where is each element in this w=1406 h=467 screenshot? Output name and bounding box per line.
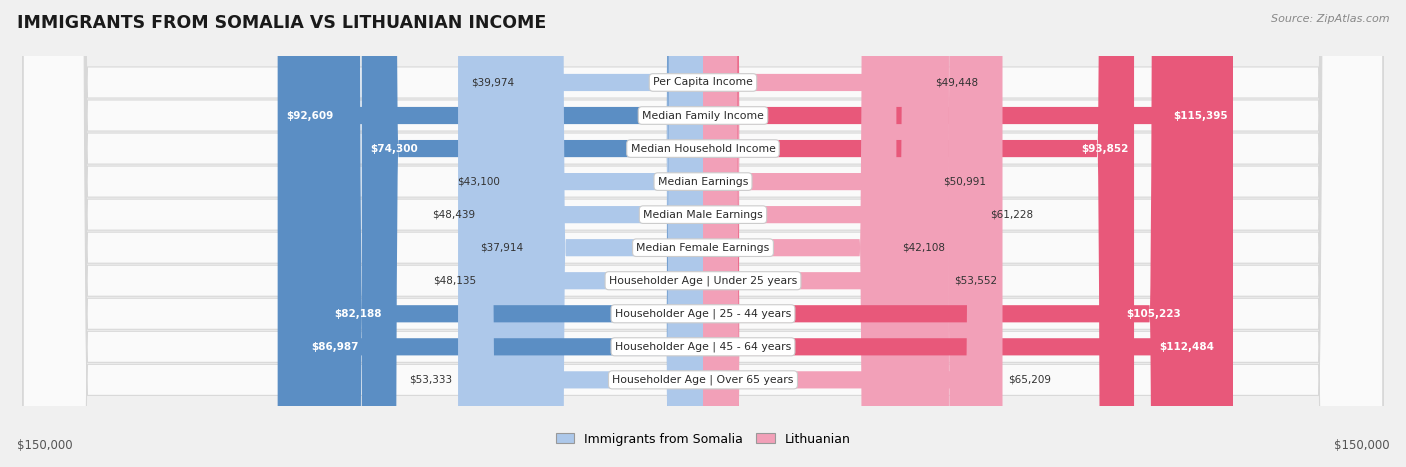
- FancyBboxPatch shape: [703, 0, 1233, 467]
- FancyBboxPatch shape: [24, 0, 1382, 467]
- FancyBboxPatch shape: [703, 0, 1002, 467]
- FancyBboxPatch shape: [326, 0, 703, 467]
- FancyBboxPatch shape: [304, 0, 703, 467]
- Text: $93,852: $93,852: [1081, 143, 1129, 154]
- Text: Median Family Income: Median Family Income: [643, 111, 763, 120]
- Text: $150,000: $150,000: [17, 439, 73, 453]
- FancyBboxPatch shape: [703, 0, 931, 467]
- Text: $53,333: $53,333: [409, 375, 453, 385]
- Text: $42,108: $42,108: [901, 243, 945, 253]
- FancyBboxPatch shape: [24, 0, 1382, 467]
- Text: $53,552: $53,552: [955, 276, 998, 286]
- Text: $49,448: $49,448: [935, 78, 979, 87]
- FancyBboxPatch shape: [703, 0, 984, 467]
- Text: $150,000: $150,000: [1333, 439, 1389, 453]
- Text: Householder Age | Under 25 years: Householder Age | Under 25 years: [609, 276, 797, 286]
- FancyBboxPatch shape: [703, 0, 938, 467]
- Text: Householder Age | Over 65 years: Householder Age | Over 65 years: [612, 375, 794, 385]
- FancyBboxPatch shape: [24, 0, 1382, 467]
- FancyBboxPatch shape: [505, 0, 703, 467]
- FancyBboxPatch shape: [529, 0, 703, 467]
- FancyBboxPatch shape: [703, 0, 897, 467]
- FancyBboxPatch shape: [519, 0, 703, 467]
- Text: $86,987: $86,987: [312, 342, 360, 352]
- Text: $65,209: $65,209: [1008, 375, 1052, 385]
- Text: $50,991: $50,991: [942, 177, 986, 187]
- FancyBboxPatch shape: [481, 0, 703, 467]
- FancyBboxPatch shape: [24, 0, 1382, 467]
- Text: $92,609: $92,609: [285, 111, 333, 120]
- FancyBboxPatch shape: [24, 0, 1382, 467]
- Text: Per Capita Income: Per Capita Income: [652, 78, 754, 87]
- FancyBboxPatch shape: [458, 0, 703, 467]
- Legend: Immigrants from Somalia, Lithuanian: Immigrants from Somalia, Lithuanian: [555, 432, 851, 446]
- FancyBboxPatch shape: [703, 0, 1219, 467]
- Text: Median Female Earnings: Median Female Earnings: [637, 243, 769, 253]
- Text: $82,188: $82,188: [333, 309, 381, 319]
- Text: $115,395: $115,395: [1173, 111, 1227, 120]
- Text: Median Household Income: Median Household Income: [630, 143, 776, 154]
- Text: Median Male Earnings: Median Male Earnings: [643, 210, 763, 219]
- FancyBboxPatch shape: [24, 0, 1382, 467]
- Text: $48,439: $48,439: [432, 210, 475, 219]
- Text: Householder Age | 45 - 64 years: Householder Age | 45 - 64 years: [614, 341, 792, 352]
- Text: IMMIGRANTS FROM SOMALIA VS LITHUANIAN INCOME: IMMIGRANTS FROM SOMALIA VS LITHUANIAN IN…: [17, 14, 546, 32]
- Text: $37,914: $37,914: [481, 243, 523, 253]
- FancyBboxPatch shape: [24, 0, 1382, 467]
- Text: $74,300: $74,300: [370, 143, 418, 154]
- FancyBboxPatch shape: [703, 0, 949, 467]
- Text: $112,484: $112,484: [1159, 342, 1215, 352]
- FancyBboxPatch shape: [361, 0, 703, 467]
- FancyBboxPatch shape: [277, 0, 703, 467]
- FancyBboxPatch shape: [703, 0, 1135, 467]
- FancyBboxPatch shape: [24, 0, 1382, 467]
- Text: Median Earnings: Median Earnings: [658, 177, 748, 187]
- Text: Source: ZipAtlas.com: Source: ZipAtlas.com: [1271, 14, 1389, 24]
- Text: Householder Age | 25 - 44 years: Householder Age | 25 - 44 years: [614, 309, 792, 319]
- Text: $105,223: $105,223: [1126, 309, 1181, 319]
- Text: $48,135: $48,135: [433, 276, 477, 286]
- Text: $61,228: $61,228: [990, 210, 1033, 219]
- FancyBboxPatch shape: [703, 0, 1187, 467]
- Text: $39,974: $39,974: [471, 78, 513, 87]
- FancyBboxPatch shape: [24, 0, 1382, 467]
- Text: $43,100: $43,100: [457, 177, 499, 187]
- FancyBboxPatch shape: [24, 0, 1382, 467]
- FancyBboxPatch shape: [482, 0, 703, 467]
